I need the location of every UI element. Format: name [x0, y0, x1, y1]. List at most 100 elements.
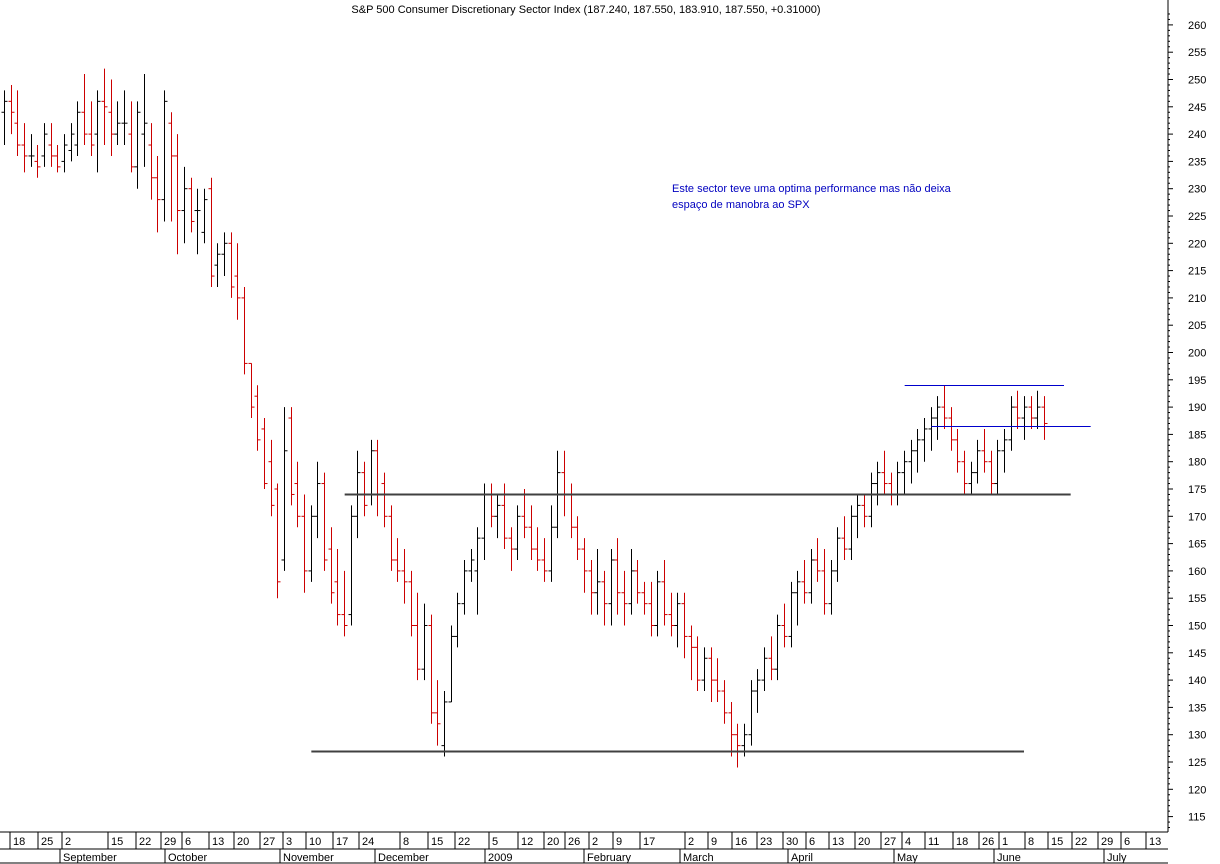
x-day-label: 2 — [592, 836, 598, 848]
ohlc-bar — [214, 243, 221, 287]
x-day-label: 30 — [786, 836, 798, 848]
ohlc-bar — [848, 505, 855, 560]
ohlc-bar — [474, 527, 481, 615]
x-day-label: 15 — [431, 836, 443, 848]
x-day-label: 6 — [1124, 836, 1130, 848]
y-tick-label: 210 — [1188, 293, 1206, 305]
ohlc-bar — [661, 559, 668, 626]
ohlc-bar — [14, 90, 21, 156]
y-tick-label: 260 — [1188, 20, 1206, 32]
ohlc-bar — [861, 494, 868, 528]
ohlc-bar — [974, 439, 981, 484]
ohlc-bar — [514, 505, 521, 560]
ohlc-bar — [228, 232, 235, 298]
ohlc-bar — [394, 538, 401, 582]
ohlc-bar — [601, 570, 608, 626]
ohlc-bar — [894, 461, 901, 506]
ohlc-bar — [501, 483, 508, 550]
x-day-label: 22 — [458, 836, 470, 848]
x-month-label: April — [791, 852, 813, 864]
ohlc-bar — [1041, 396, 1048, 440]
ohlc-bar — [454, 592, 461, 648]
ohlc-bar — [754, 669, 761, 713]
ohlc-bar — [121, 90, 128, 146]
x-day-label: 1 — [1002, 836, 1008, 848]
ohlc-bar — [294, 461, 301, 528]
ohlc-bar — [721, 680, 728, 724]
y-tick-label: 160 — [1188, 566, 1206, 578]
ohlc-bar — [714, 658, 721, 702]
ohlc-bar — [674, 592, 681, 648]
x-day-label: 8 — [1028, 836, 1034, 848]
ohlc-bar — [281, 407, 288, 571]
y-tick-label: 120 — [1188, 784, 1206, 796]
annotation-line-1: Este sector teve uma optima performance … — [672, 183, 952, 195]
ohlc-bar — [128, 101, 135, 173]
ohlc-bar — [734, 723, 741, 768]
trend-lines — [311, 385, 1091, 753]
y-tick-label: 155 — [1188, 593, 1206, 605]
ohlc-bar — [321, 472, 328, 571]
ohlc-bar — [61, 134, 68, 173]
ohlc-bar — [994, 439, 1001, 495]
ohlc-bar — [788, 581, 795, 648]
ohlc-bar — [808, 549, 815, 604]
ohlc-bar — [794, 570, 801, 626]
x-day-label: 16 — [735, 836, 747, 848]
ohlc-bar — [308, 505, 315, 582]
x-day-label: 18 — [956, 836, 968, 848]
ohlc-bar — [201, 188, 208, 244]
ohlc-bar — [181, 166, 188, 244]
x-month-label: July — [1107, 852, 1127, 864]
x-day-label: 13 — [1149, 836, 1161, 848]
ohlc-bar — [534, 527, 541, 571]
ohlc-bar — [748, 680, 755, 746]
ohlc-bar — [574, 516, 581, 560]
y-tick-label: 150 — [1188, 621, 1206, 633]
ohlc-bar — [401, 549, 408, 604]
ohlc-bar — [381, 472, 388, 528]
ohlc-bar — [801, 559, 808, 604]
ohlc-bar — [908, 439, 915, 484]
price-bars — [1, 68, 1048, 768]
x-day-label: 9 — [711, 836, 717, 848]
ohlc-bar — [428, 614, 435, 724]
ohlc-bar — [914, 428, 921, 473]
y-tick-label: 125 — [1188, 757, 1206, 769]
y-tick-label: 145 — [1188, 648, 1206, 660]
annotation-line-2: espaço de manobra ao SPX — [672, 199, 810, 211]
ohlc-bar — [328, 527, 335, 604]
ohlc-bar — [701, 647, 708, 692]
ohlc-bar — [508, 527, 515, 571]
ohlc-bar — [921, 418, 928, 462]
x-month-label: May — [897, 852, 918, 864]
y-tick-label: 130 — [1188, 730, 1206, 742]
ohlc-bar — [261, 418, 268, 489]
x-month-label: June — [997, 852, 1021, 864]
y-tick-label: 220 — [1188, 238, 1206, 250]
x-day-label: 6 — [809, 836, 815, 848]
ohlc-bar — [101, 68, 108, 146]
x-month-label: October — [168, 852, 207, 864]
ohlc-bar — [108, 79, 115, 156]
x-day-label: 13 — [832, 836, 844, 848]
ohlc-bar — [621, 570, 628, 626]
ohlc-bar — [548, 505, 555, 582]
y-tick-label: 175 — [1188, 484, 1206, 496]
ohlc-bar — [881, 450, 888, 495]
ohlc-bar — [388, 505, 395, 571]
y-tick-label: 230 — [1188, 184, 1206, 196]
ohlc-bar — [901, 450, 908, 495]
ohlc-bar — [821, 549, 828, 615]
ohlc-bar — [941, 385, 948, 429]
y-tick-label: 185 — [1188, 429, 1206, 441]
ohlc-bar — [568, 483, 575, 539]
x-day-label: 17 — [336, 836, 348, 848]
ohlc-bar — [781, 603, 788, 648]
x-day-label: 2 — [65, 836, 71, 848]
ohlc-bar — [174, 134, 181, 255]
ohlc-bar — [414, 592, 421, 681]
x-day-label: 3 — [286, 836, 292, 848]
y-axis: 115 120 125 130 135 140 145 150 155 160 165 170 175 1… — [1167, 0, 1206, 832]
